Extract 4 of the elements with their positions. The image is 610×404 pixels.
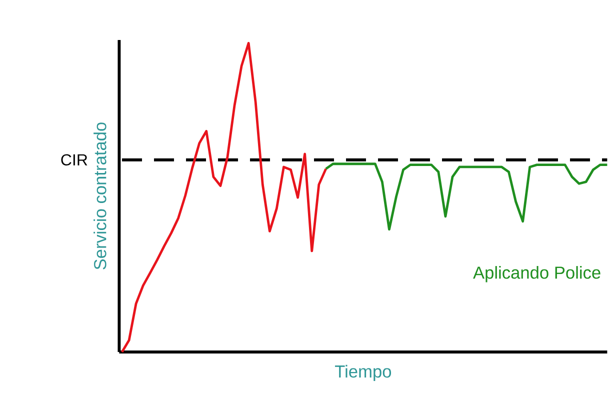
x-axis-title: Tiempo	[335, 364, 392, 382]
ref-line-label: CIR	[61, 154, 88, 166]
text: Aplicando Police	[473, 266, 600, 282]
y-axis-title: Servicio contratado	[94, 122, 106, 270]
